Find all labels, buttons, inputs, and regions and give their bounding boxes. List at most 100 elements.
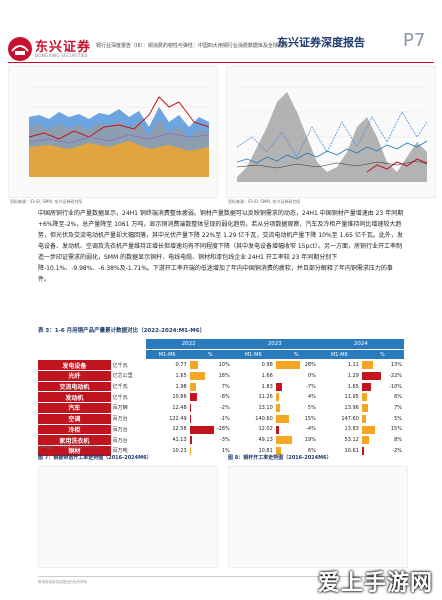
- pct-bar: [275, 404, 281, 413]
- pct-bar: [189, 446, 191, 455]
- value-2024: 11.95: [317, 391, 361, 404]
- row-label: 汽车: [38, 402, 111, 414]
- pct-bar: [275, 425, 280, 434]
- watermark-text: 爱上手游网: [318, 571, 434, 596]
- pct-bar: [189, 393, 197, 402]
- pct-2024: -2%: [360, 445, 404, 457]
- year-2022: 2022: [145, 339, 232, 350]
- footer-divider: [38, 576, 404, 577]
- row-unit: 亿千瓦: [110, 381, 146, 393]
- row-unit: 百万台: [110, 424, 146, 436]
- pct-2023: 6%: [274, 445, 318, 457]
- pct-bar: [189, 414, 191, 423]
- top-left-source: 资料来源：iFinD, SMM, 东兴证券研究所: [10, 199, 83, 204]
- row-unit: 百万台: [110, 413, 146, 425]
- col-pct: %: [360, 349, 404, 361]
- pct-bar: [189, 425, 214, 434]
- year-2024: 2024: [317, 339, 404, 350]
- logo-text: 东兴证券: [35, 40, 92, 55]
- top-left-chart-graphic: [28, 86, 210, 177]
- body-paragraph: 中国房铜行业的产量数据显示，24H1 铜终端消费整体疲弱。铜材产量数据可以反映铜…: [38, 210, 404, 283]
- pct-2024: 6%: [360, 391, 404, 404]
- value-2024: 13.83: [317, 424, 361, 436]
- value-2022: 0.77: [145, 359, 189, 372]
- page-number: P7: [403, 30, 426, 51]
- pct-bar: [275, 361, 301, 370]
- value-2024: 1.29: [317, 370, 361, 382]
- value-2024: 1.65: [317, 381, 361, 393]
- year-2023: 2023: [231, 339, 318, 350]
- table-title: 表 3：1-6 月用铜产品产量累计数据对比（2022-2024:M1-M6）: [38, 328, 206, 334]
- row-label: 光纤: [38, 370, 111, 382]
- pct-bar: [275, 382, 282, 391]
- pct-bar: [361, 446, 364, 455]
- value-2023: 1.66: [231, 370, 275, 382]
- table-row: 铜材 百万吨 10.23 1% 10.81 6% 10.61 -2%: [38, 445, 404, 457]
- pct-2022: 10%: [188, 359, 232, 372]
- value-2023: 12.02: [231, 424, 275, 436]
- pct-bar: [361, 382, 371, 391]
- table-source: 资料来源：iFinD, 东兴证券研究所: [38, 444, 99, 449]
- pct-2024: 5%: [360, 413, 404, 425]
- row-unit: 百万台: [110, 434, 146, 446]
- pct-2024: 15%: [360, 424, 404, 436]
- pct-2022: -1%: [188, 413, 232, 425]
- row-unit: 亿千瓦: [110, 391, 146, 404]
- value-2022: 10.86: [145, 391, 189, 404]
- value-2024: 13.96: [317, 402, 361, 414]
- pct-2022: -2%: [188, 402, 232, 414]
- value-2023: 49.13: [231, 434, 275, 446]
- pct-bar: [189, 372, 206, 381]
- value-2022: 122.49: [145, 413, 189, 425]
- row-unit: 亿芯公里: [110, 370, 146, 382]
- row-label: 家用洗衣机: [38, 434, 111, 446]
- table-row: 冷柜 百万台 12.58 -28% 12.02 -4% 13.83 15%: [38, 424, 404, 436]
- value-2022: 41.13: [145, 434, 189, 446]
- row-unit: 亿千瓦: [110, 359, 146, 372]
- value-2024: 10.61: [317, 445, 361, 457]
- fig8-chart: [228, 466, 408, 568]
- header-subtitle: 铜行业深度报告（III）：铜消费的韧性与弹性：中国四大用铜行业消费数据库及全球展…: [96, 43, 288, 49]
- report-title: 东兴证券深度报告: [277, 36, 365, 49]
- row-label: 冷柜: [38, 424, 111, 436]
- pct-2023: -4%: [274, 424, 318, 436]
- pct-2024: 8%: [360, 434, 404, 446]
- table-row: 汽车 百万辆 12.48 -2% 13.10 5% 13.96 7%: [38, 402, 404, 414]
- pct-bar: [189, 361, 199, 370]
- pct-2023: 19%: [274, 434, 318, 446]
- fig8-title: 图 8：铜杆开工率走势图（2016-2024M6）: [228, 455, 332, 461]
- pct-2023: 15%: [274, 413, 318, 425]
- top-left-chart: [8, 66, 218, 198]
- pct-bar: [275, 414, 289, 423]
- table-body: 发电设备 亿千瓦 0.77 10% 0.98 28% 1.11 13% 光纤 亿芯公里 1.65 18…: [38, 359, 404, 457]
- pct-bar: [275, 446, 281, 455]
- table-row: 空调 百万台 122.49 -1% 140.60 15% 147.60 5%: [38, 413, 404, 425]
- row-unit: 百万吨: [110, 445, 146, 457]
- pct-bar: [275, 393, 280, 402]
- pct-2024: -22%: [360, 370, 404, 382]
- pct-2022: -28%: [188, 424, 232, 436]
- value-2023: 11.26: [231, 391, 275, 404]
- pct-2024: 7%: [360, 402, 404, 414]
- value-2024: 53.12: [317, 434, 361, 446]
- value-2024: 1.11: [317, 359, 361, 372]
- table-row: 光纤 亿芯公里 1.65 18% 1.66 0% 1.29 -22%: [38, 370, 404, 382]
- value-2022: 1.65: [145, 370, 189, 382]
- col-m1m6: M1-M6: [317, 349, 361, 361]
- value-2023: 140.60: [231, 413, 275, 425]
- pct-bar: [275, 436, 293, 445]
- logo-emblem-icon: [8, 37, 32, 61]
- table-row: 交流电动机 亿千瓦 1.98 7% 1.83 -7% 1.65 -10%: [38, 381, 404, 393]
- value-2023: 1.83: [231, 381, 275, 393]
- row-label: 铜材: [38, 445, 111, 457]
- top-right-source: 资料来源：iFinD, SMM, 东兴证券研究所: [228, 199, 301, 204]
- pct-bar: [361, 372, 381, 381]
- pct-2024: 13%: [360, 359, 404, 372]
- table-row: 发动机 亿千瓦 10.86 -8% 11.26 4% 11.95 6%: [38, 391, 404, 404]
- pct-bar: [361, 414, 367, 423]
- col-pct: %: [274, 349, 318, 361]
- pct-2023: 5%: [274, 402, 318, 414]
- table-row: 发电设备 亿千瓦 0.77 10% 0.98 28% 1.11 13%: [38, 359, 404, 372]
- value-2022: 12.58: [145, 424, 189, 436]
- pct-2023: 0%: [274, 370, 318, 382]
